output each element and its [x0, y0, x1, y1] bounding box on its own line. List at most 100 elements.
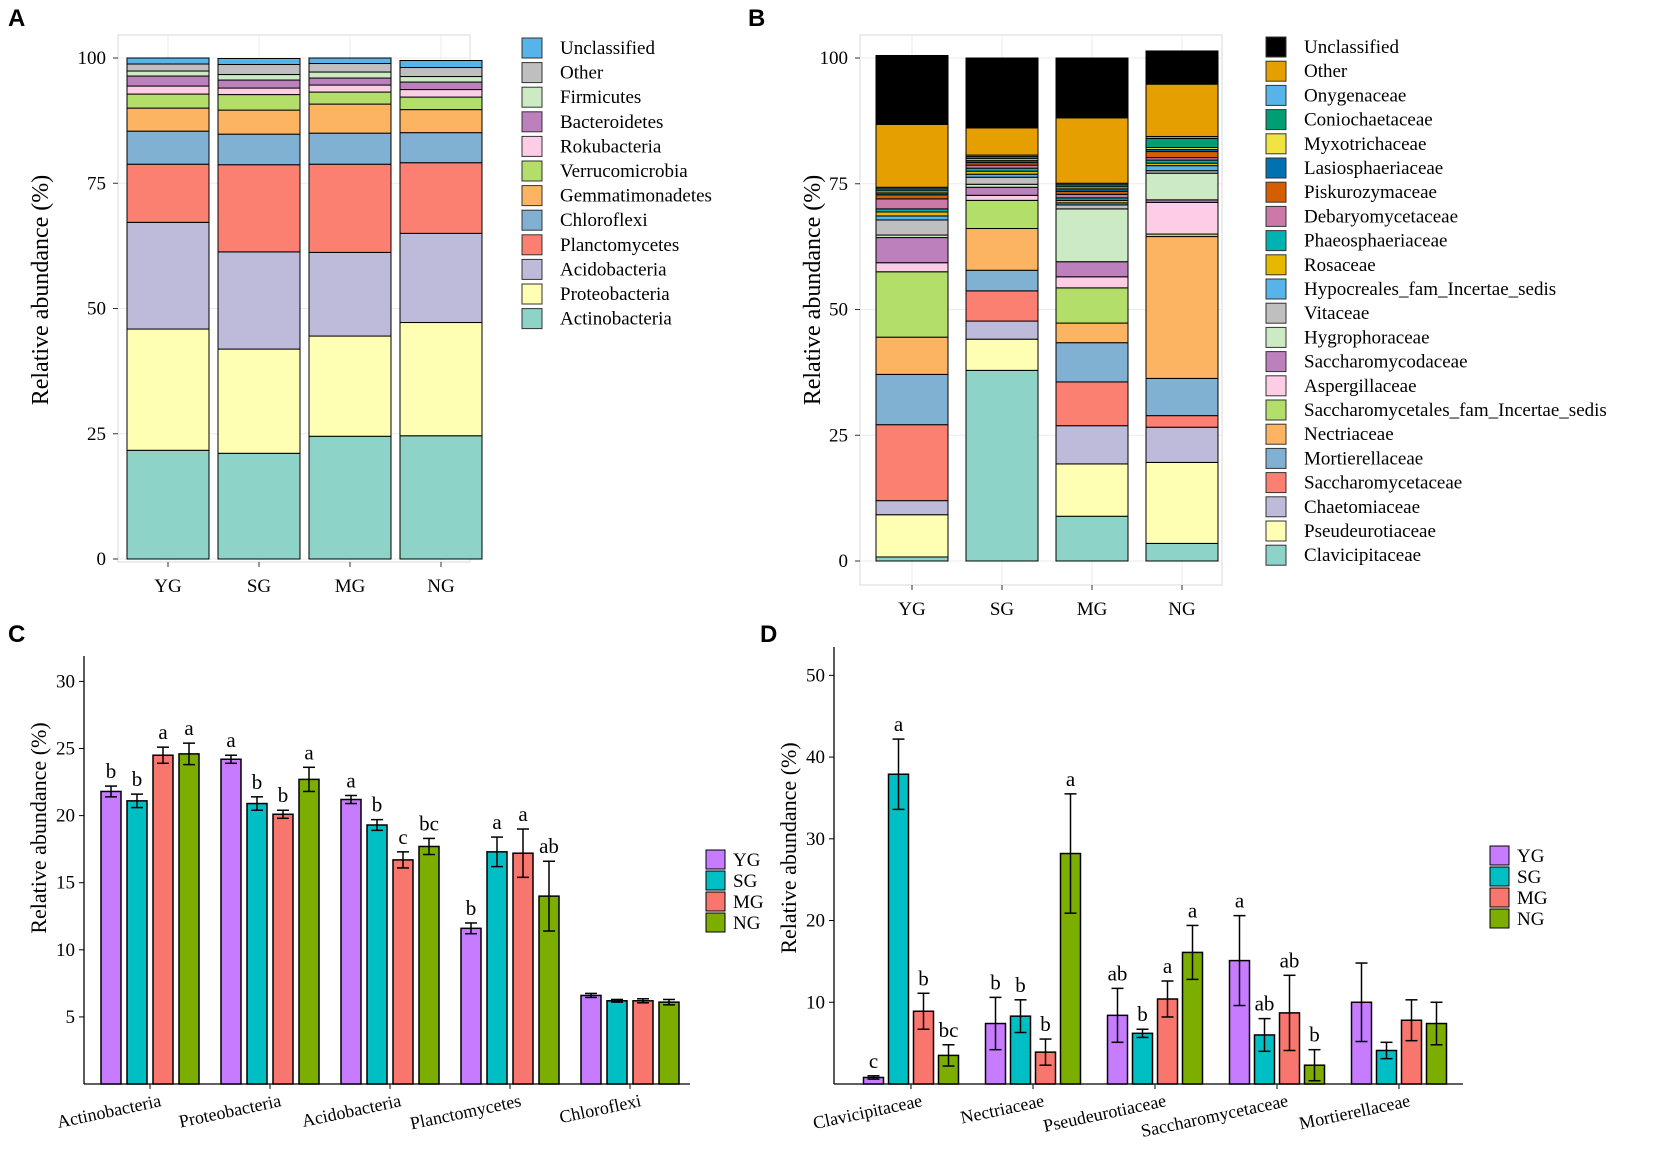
panel-b-y-tick-label: 75: [829, 174, 848, 195]
panel-a: A Relative abundance (%) 0 25 50 75 100 YG SG M…: [8, 5, 712, 597]
panel-a-segment-yg-bacteroidetes: [126, 75, 210, 87]
panel-d-significance-letter: b: [1040, 1012, 1051, 1036]
legend-swatch-hypocreales-fam-incertae-sedis: [1265, 278, 1287, 300]
panel-a-segment-ng-gemmatimonadetes: [399, 109, 483, 134]
panel-b-segment-ng-hygrophoraceae: [1145, 172, 1219, 201]
panel-a-segment-ng-chloroflexi: [399, 132, 483, 164]
panel-c-significance-letter: b: [372, 793, 383, 817]
panel-d-significance-letter: a: [1235, 889, 1245, 913]
legend-label-rosaceae: Rosaceae: [1304, 255, 1376, 276]
legend-swatch-lasiosphaeriaceae: [1265, 157, 1287, 179]
panel-b-segment-ng-hypocreales-fam-incertae-sedis: [1145, 165, 1219, 172]
panel-c-significance-letter: c: [398, 825, 407, 849]
panel-a-segment-yg-verrucomicrobia: [126, 93, 210, 109]
legend-label-nectriaceae: Nectriaceae: [1304, 424, 1394, 445]
legend-label-proteobacteria: Proteobacteria: [560, 284, 670, 305]
panel-c-significance-letter: a: [184, 716, 194, 740]
panel-b-segment-sg-mortierellaceae: [965, 269, 1039, 292]
panel-d-y-tick-label: 50: [806, 665, 825, 686]
panel-c-bar-proteobacteria-yg: [220, 758, 242, 1085]
legend-swatch-sg: [705, 870, 726, 891]
panel-b-segment-mg-aspergillaceae: [1055, 276, 1129, 289]
panel-b-x-tick-label-yg: YG: [898, 599, 926, 620]
panel-d-significance-letter: a: [894, 712, 904, 736]
panel-a-segment-mg-bacteroidetes: [308, 77, 392, 86]
legend-swatch-pseudeurotiaceae: [1265, 520, 1287, 542]
panel-b-segment-mg-saccharomycetaceae: [1055, 381, 1129, 427]
panel-d-significance-letter: b: [918, 966, 929, 990]
panel-a-y-tick-label: 50: [87, 299, 106, 320]
panel-b-segment-yg-pseudeurotiaceae: [875, 514, 949, 558]
panel-c-bar-proteobacteria-mg: [272, 813, 294, 1085]
panel-b-x-tick-label-mg: MG: [1077, 599, 1108, 620]
legend-label-lasiosphaeriaceae: Lasiosphaeriaceae: [1304, 158, 1443, 179]
panel-d-significance-letter: b: [1309, 1023, 1320, 1047]
panel-b-segment-mg-hygrophoraceae: [1055, 208, 1129, 263]
panel-a-x-tick-label-mg: MG: [335, 576, 366, 597]
legend-swatch-onygenaceae: [1265, 84, 1287, 106]
panel-a-y-axis-title: Relative abundance (%): [28, 175, 54, 406]
panel-b-segment-yg-mortierellaceae: [875, 373, 949, 426]
legend-label-other: Other: [560, 63, 604, 84]
panel-c-bar-proteobacteria-sg: [246, 802, 268, 1085]
panel-c-bar-proteobacteria-ng: [298, 778, 320, 1085]
legend-label-unclassified: Unclassified: [1304, 37, 1399, 58]
panel-b-segment-yg-saccharomycodaceae: [875, 237, 949, 264]
panel-b-plot: [875, 50, 1219, 562]
panel-b-segment-sg-clavicipitaceae: [965, 369, 1039, 562]
panel-c-y-axis-title: Relative abundance (%): [26, 722, 51, 933]
legend-swatch-vitaceae: [1265, 302, 1287, 324]
legend-label-unclassified: Unclassified: [560, 38, 655, 59]
panel-b-segment-yg-chaetomiaceae: [875, 500, 949, 516]
panel-a-segment-ng-verrucomicrobia: [399, 96, 483, 111]
legend-swatch-chloroflexi: [521, 209, 543, 231]
panel-c-bar-chloroflexi-mg: [632, 1000, 654, 1085]
legend-swatch-debaryomycetaceae: [1265, 205, 1287, 227]
panel-c-significance-letter: b: [106, 759, 117, 783]
panel-b-segment-ng-coniochaetaceae: [1145, 137, 1219, 149]
panel-b-segment-ng-nectriaceae: [1145, 236, 1219, 379]
panel-b-segment-sg-aspergillaceae: [965, 194, 1039, 201]
panel-b-legend: Unclassified Other Onygenaceae Coniochaetac…: [1265, 36, 1607, 566]
panel-c-y-tick-label: 20: [56, 806, 75, 827]
panel-b-segment-yg-saccharomycetales-fam-incertae-sedis: [875, 271, 949, 338]
legend-label-vitaceae: Vitaceae: [1304, 303, 1369, 324]
panel-c-letter: C: [8, 621, 25, 648]
legend-label-myxotrichaceae: Myxotrichaceae: [1304, 134, 1426, 155]
legend-swatch-unclassified: [521, 37, 543, 59]
legend-label-saccharomycetaceae: Saccharomycetaceae: [1304, 473, 1462, 494]
panel-a-segment-ng-firmicutes: [399, 76, 483, 83]
legend-label-mg: MG: [733, 892, 764, 913]
panel-b-segment-yg-debaryomycetaceae: [875, 198, 949, 210]
panel-c-bar-actinobacteria-sg: [126, 800, 148, 1085]
legend-swatch-rokubacteria: [521, 135, 543, 157]
panel-a-segment-sg-other: [217, 64, 301, 76]
legend-label-firmicutes: Firmicutes: [560, 87, 641, 108]
panel-c-significance-letter: bc: [419, 811, 439, 835]
panel-b-segment-mg-unclassified: [1055, 57, 1129, 119]
panel-a-x-tick-label-sg: SG: [247, 576, 272, 597]
panel-b-segment-yg-unclassified: [875, 54, 949, 125]
panel-a-segment-ng-actinobacteria: [399, 435, 483, 560]
panel-a-segment-yg-gemmatimonadetes: [126, 107, 210, 132]
panel-a-segment-sg-firmicutes: [217, 74, 301, 81]
panel-d-y-tick-label: 20: [806, 911, 825, 932]
panel-b-segment-sg-other: [965, 127, 1039, 156]
panel-c-bar-actinobacteria-ng: [178, 753, 200, 1085]
panel-b-segment-sg-saccharomycetaceae: [965, 290, 1039, 322]
panel-a-segment-yg-chloroflexi: [126, 130, 210, 165]
panel-b-y-tick-label: 50: [829, 300, 848, 321]
panel-a-segment-sg-gemmatimonadetes: [217, 109, 301, 135]
panel-b-segment-mg-pseudeurotiaceae: [1055, 463, 1129, 517]
panel-c-significance-letter: a: [158, 720, 168, 744]
panel-b-x-tick-label-ng: NG: [1168, 599, 1196, 620]
legend-label-hypocreales-fam-incertae-sedis: Hypocreales_fam_Incertae_sedis: [1304, 279, 1556, 300]
panel-d-y-tick-label: 40: [806, 747, 825, 768]
panel-d-y-tick-label: 10: [806, 992, 825, 1013]
panel-a-segment-ng-bacteroidetes: [399, 81, 483, 91]
legend-swatch-coniochaetaceae: [1265, 109, 1287, 131]
legend-label-rokubacteria: Rokubacteria: [560, 136, 662, 157]
panel-c-y-tick-label: 10: [56, 940, 75, 961]
legend-swatch-ng: [705, 912, 726, 933]
